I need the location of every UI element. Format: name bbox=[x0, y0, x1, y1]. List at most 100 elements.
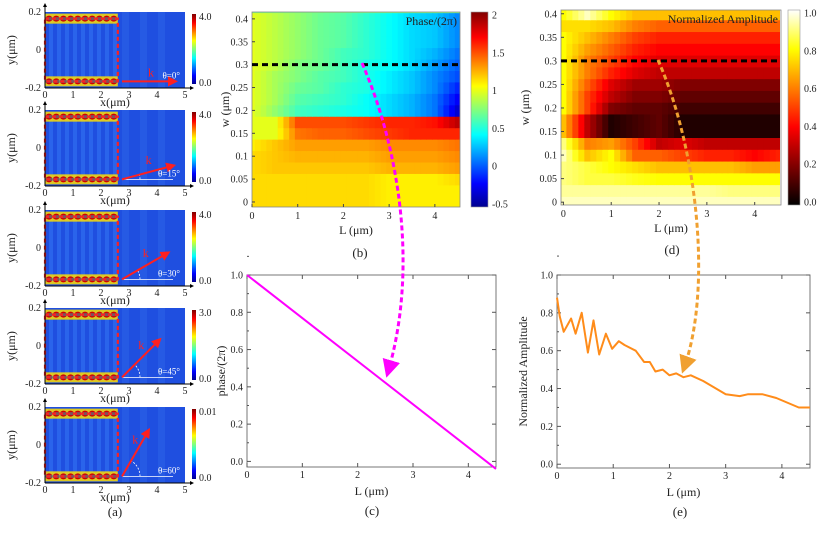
heatmap-cell bbox=[386, 104, 393, 117]
heatmap-cell bbox=[437, 47, 445, 60]
heatmap-cell bbox=[751, 160, 759, 174]
y-tick-label: 0.4 bbox=[236, 14, 249, 25]
heatmap-cell bbox=[578, 78, 585, 91]
heatmap-cell bbox=[340, 13, 347, 26]
heatmap-cell bbox=[294, 104, 302, 117]
x-tick-label: 1 bbox=[71, 288, 76, 299]
heatmap-cell bbox=[727, 172, 735, 186]
heatmap-cell bbox=[656, 31, 663, 44]
heatmap-cell bbox=[751, 31, 759, 44]
field-stripe bbox=[73, 120, 77, 176]
heatmap-cell bbox=[626, 184, 633, 197]
heatmap-cell bbox=[449, 116, 456, 129]
heatmap-cell bbox=[380, 139, 387, 152]
heatmap-cell bbox=[650, 113, 657, 127]
heatmap-cell bbox=[733, 54, 741, 68]
heatmap-cell bbox=[414, 173, 422, 186]
heatmap-cell bbox=[697, 196, 705, 205]
colorbar-max-label: 4.0 bbox=[199, 110, 212, 121]
heatmap-cell bbox=[397, 161, 405, 174]
field-stripe bbox=[105, 417, 109, 473]
heatmap-cell bbox=[369, 13, 376, 26]
heatmap-cell bbox=[252, 47, 256, 60]
heatmap-cell bbox=[561, 196, 567, 205]
heatmap-cell bbox=[317, 150, 325, 163]
heatmap-cell bbox=[763, 102, 771, 115]
heatmap-cell bbox=[352, 24, 359, 37]
heatmap-cell bbox=[620, 184, 627, 197]
heatmap-cell bbox=[620, 149, 627, 162]
field-stripe bbox=[140, 308, 147, 384]
y-tick-label: 0.2 bbox=[236, 106, 249, 117]
heatmap-cell bbox=[289, 24, 296, 37]
heatmap-cell bbox=[775, 149, 780, 162]
x-axis-label: L (μm) bbox=[339, 223, 373, 237]
heatmap-cell bbox=[584, 66, 591, 80]
heatmap-cell bbox=[602, 137, 609, 150]
heatmap-cell bbox=[277, 196, 285, 207]
heatmap-cell bbox=[346, 161, 353, 174]
heatmap-cell bbox=[727, 184, 735, 197]
heatmap-cell bbox=[626, 66, 633, 80]
field-stripe bbox=[65, 120, 69, 176]
heatmap-cell bbox=[691, 66, 699, 80]
heatmap-cell bbox=[715, 102, 723, 115]
heatmap-cell bbox=[352, 150, 359, 163]
heatmap-cell bbox=[775, 184, 780, 197]
heatmap-cell bbox=[620, 172, 627, 186]
field-hotspot bbox=[110, 473, 118, 480]
heatmap-cell bbox=[721, 31, 729, 44]
heatmap-cell bbox=[668, 78, 675, 91]
heatmap-cell bbox=[561, 113, 567, 127]
colorbar-tick-label: 0.6 bbox=[804, 84, 817, 95]
colorbar-tick-label: -0.5 bbox=[492, 200, 508, 211]
heatmap-cell bbox=[644, 113, 651, 127]
heatmap-cell bbox=[312, 70, 319, 83]
heatmap-cell bbox=[566, 172, 573, 186]
heatmap-cell bbox=[668, 125, 675, 139]
field-hotspot bbox=[59, 213, 67, 220]
heatmap-cell bbox=[334, 104, 342, 117]
heatmap-cell bbox=[363, 104, 370, 117]
field-hotspot bbox=[110, 78, 118, 85]
heatmap-cell bbox=[662, 160, 669, 174]
heatmap-cell bbox=[596, 184, 603, 197]
field-hotspot bbox=[95, 176, 103, 183]
heatmap-cell bbox=[283, 70, 290, 83]
x-tick-label: 5 bbox=[183, 288, 188, 299]
heatmap-cell bbox=[763, 184, 771, 197]
heatmap-cell bbox=[294, 47, 302, 60]
heatmap-cell bbox=[300, 150, 307, 163]
heatmap-cell bbox=[685, 137, 693, 150]
heatmap-cell bbox=[769, 137, 777, 150]
heatmap-cell bbox=[673, 196, 681, 205]
heatmap-cell bbox=[656, 196, 663, 205]
heatmap-cell bbox=[650, 160, 657, 174]
heatmap-cell bbox=[751, 10, 759, 21]
heatmap-cell bbox=[363, 13, 370, 26]
heatmap-cell bbox=[757, 66, 765, 80]
heatmap-cell bbox=[380, 196, 387, 207]
heatmap-cell bbox=[426, 161, 433, 174]
heatmap-cell bbox=[329, 127, 336, 140]
heatmap-cell bbox=[632, 102, 639, 115]
heatmap-cell bbox=[608, 160, 615, 174]
heatmap-cell bbox=[662, 31, 669, 44]
heatmap-cell bbox=[277, 81, 285, 94]
field-stripe bbox=[73, 220, 77, 276]
x-tick-label: 0 bbox=[43, 90, 48, 101]
heatmap-cell bbox=[426, 24, 433, 37]
y-tick-label: 0.8 bbox=[541, 308, 554, 319]
heatmap-cell bbox=[566, 66, 573, 80]
y-tick-label: 0.2 bbox=[29, 303, 42, 314]
heatmap-cell bbox=[584, 102, 591, 115]
field-hotspot bbox=[74, 15, 82, 22]
y-tick-label: 0 bbox=[36, 341, 41, 352]
heatmap-cell bbox=[414, 47, 422, 60]
heatmap-cell bbox=[578, 125, 585, 139]
heatmap-cell bbox=[386, 161, 393, 174]
heatmap-cell bbox=[374, 70, 382, 83]
heatmap-cell bbox=[317, 161, 325, 174]
heatmap-cell bbox=[715, 125, 723, 139]
heatmap-cell bbox=[397, 36, 405, 49]
